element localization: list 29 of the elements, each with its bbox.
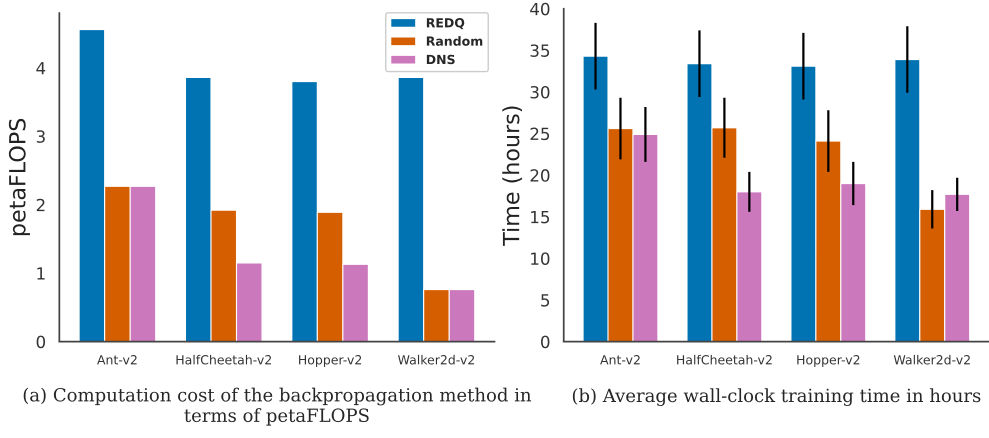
text: (a) Computation cost of the backpropagation method in terms of petaFLOPS — [24, 388, 532, 426]
y-tick-label: 2 — [36, 198, 44, 212]
x-tick-label: Walker2d-v2 — [398, 354, 474, 365]
x-tick-label: HalfCheetah-v2 — [677, 354, 772, 365]
y-tick-label: 3 — [36, 130, 45, 143]
x-tick-label: Hopper-v2 — [299, 355, 362, 367]
y-tick-label: 10 — [531, 252, 550, 265]
y-tick-label: 25 — [530, 128, 550, 140]
y-axis-title: Time (hours) — [502, 106, 522, 246]
y-tick-label: 40 — [530, 2, 550, 16]
x-tick-label: HalfCheetah-v2 — [176, 354, 271, 365]
legend-label: REDQ — [426, 18, 464, 30]
x-tick-label: Walker2d-v2 — [894, 354, 970, 365]
y-tick-label: 35 — [530, 44, 550, 57]
y-tick-label: 1 — [37, 267, 45, 280]
y-tick-label: 4 — [36, 62, 46, 74]
y-tick-label: 15 — [531, 210, 550, 224]
x-tick-label: Hopper-v2 — [797, 355, 860, 367]
y-tick-label: 0 — [541, 336, 550, 348]
y-tick-label: 20 — [530, 169, 550, 182]
x-tick-label: Ant-v2 — [97, 355, 137, 364]
y-tick-label: 0 — [36, 336, 46, 348]
y-axis-title: petaFLOPS — [8, 118, 30, 236]
legend-label: Random — [426, 36, 482, 46]
x-tick-label: Ant-v2 — [600, 355, 640, 364]
y-tick-label: 30 — [530, 86, 550, 99]
legend-label: DNS — [426, 54, 455, 64]
y-tick-label: 5 — [541, 294, 550, 307]
text: (b) Average wall-clock training time in hours — [572, 388, 980, 406]
